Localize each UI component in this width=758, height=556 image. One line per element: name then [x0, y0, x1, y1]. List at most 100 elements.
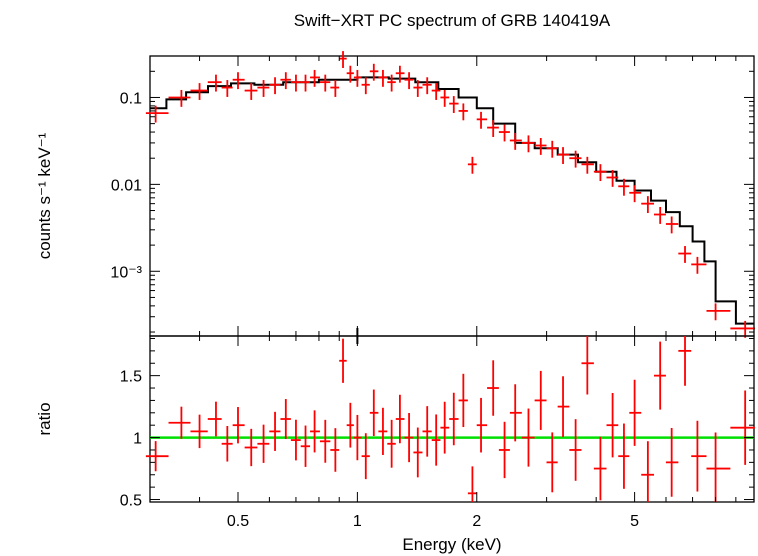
ratio-data-point: [487, 360, 499, 416]
ratio-data-point: [606, 392, 619, 458]
spectrum-panel-frame: [149, 55, 755, 337]
spectrum-data-point: [190, 83, 208, 100]
x-tick-label: 0.5: [227, 513, 249, 530]
spectrum-y-tick-label: 0.01: [111, 177, 142, 194]
spectrum-data-point: [257, 80, 270, 97]
ratio-data-point: [581, 336, 594, 395]
spectrum-data-point: [244, 83, 258, 100]
ratio-data-point: [509, 384, 522, 442]
ratio-data-point: [257, 424, 270, 463]
spectrum-data-point: [534, 138, 547, 155]
spectrum-model-line: [150, 76, 754, 325]
spectrum-data-point: [395, 65, 405, 83]
ratio-data-point: [521, 408, 535, 467]
x-tick-label: 1: [353, 513, 362, 530]
ratio-data-point: [730, 390, 755, 465]
spectrum-data-point: [678, 246, 692, 263]
ratio-data-point: [691, 420, 707, 492]
spectrum-data-point: [387, 74, 396, 92]
spectrum-data-point: [145, 105, 169, 123]
spectrum-data-point: [369, 63, 379, 81]
ratio-data-point: [244, 428, 258, 467]
ratio-data-point: [476, 397, 488, 453]
spectrum-data-point: [581, 156, 594, 174]
spectrum-data-point: [476, 111, 488, 129]
spectrum-data-point: [509, 132, 522, 150]
spectrum-data-point: [280, 72, 291, 90]
spectrum-data-point: [353, 69, 362, 87]
ratio-data-point: [232, 407, 245, 444]
ratio-data-point: [319, 419, 331, 463]
ratio-y-tick-label: 1.5: [120, 369, 142, 386]
ratio-data-point: [422, 406, 432, 457]
spectrum-data-points: [145, 51, 755, 338]
spectrum-data-point: [413, 80, 423, 97]
ratio-data-point: [618, 423, 630, 489]
spectrum-data-point: [691, 256, 707, 274]
spectrum-data-point: [168, 89, 191, 107]
x-tick-label: 2: [472, 513, 481, 530]
ratio-data-point: [168, 406, 191, 439]
spectrum-data-point: [593, 164, 607, 182]
spectrum-data-point: [618, 178, 630, 196]
ratio-data-point: [629, 379, 642, 446]
ratio-y-tick-label: 1: [133, 431, 142, 448]
spectrum-data-point: [606, 169, 619, 187]
ratio-data-point: [310, 410, 320, 453]
spectrum-data-point: [467, 156, 477, 174]
spectrum-data-point: [449, 96, 459, 113]
ratio-data-point: [467, 466, 477, 502]
spectrum-data-point: [346, 65, 354, 83]
ratio-panel-frame: [149, 335, 755, 503]
spectrum-data-point: [487, 120, 499, 137]
spectrum-data-point: [521, 135, 535, 153]
spectrum-model-step-line: [150, 76, 754, 325]
ratio-data-point: [413, 427, 423, 478]
ratio-data-point: [534, 370, 547, 430]
ratio-y-axis-label: ratio: [35, 402, 54, 435]
ratio-data-point: [440, 401, 450, 454]
spectrum-data-point: [654, 207, 666, 224]
spectrum-data-point: [422, 77, 432, 95]
ratio-data-point: [290, 419, 301, 461]
spectrum-data-point: [207, 74, 222, 92]
spectrum-data-point: [319, 74, 331, 92]
ratio-data-point: [378, 407, 388, 455]
ratio-data-point: [387, 419, 396, 468]
ratio-data-point: [665, 427, 679, 497]
spectrum-data-point: [458, 103, 468, 121]
ratio-data-point: [557, 376, 570, 437]
ratio-data-point: [330, 428, 340, 472]
spectrum-y-tick-label: 10⁻³: [110, 264, 142, 281]
spectrum-data-point: [706, 303, 731, 321]
spectrum-panel: 0.1 0.01 10⁻³ counts s⁻¹ keV⁻¹: [35, 51, 755, 338]
spectrum-data-point: [498, 124, 510, 142]
spectrum-data-point: [310, 69, 320, 87]
ratio-data-point: [569, 419, 582, 481]
spectrum-data-point: [269, 77, 281, 95]
ratio-data-point: [654, 341, 666, 410]
x-axis-label: Energy (keV): [402, 535, 501, 554]
spectrum-data-point: [300, 74, 311, 92]
ratio-data-point: [361, 433, 370, 480]
ratio-data-points: [145, 336, 755, 502]
spectrum-data-point: [665, 216, 679, 234]
spectrum-data-point: [290, 74, 301, 92]
ratio-data-point: [346, 402, 354, 448]
ratio-data-point: [706, 432, 731, 502]
ratio-data-point: [395, 394, 405, 444]
spectrum-data-point: [378, 69, 388, 87]
spectrum-data-point: [404, 72, 414, 90]
ratio-data-point: [593, 436, 607, 501]
spectrum-data-point: [440, 89, 450, 107]
ratio-data-point: [221, 426, 233, 462]
spectrum-data-point: [629, 185, 642, 203]
spectrum-data-point: [221, 80, 233, 97]
ratio-axis: 0.5 1 1.5 0.5 1 2 5: [120, 328, 755, 530]
ratio-data-point: [449, 392, 459, 446]
chart-title: Swift−XRT PC spectrum of GRB 140419A: [294, 11, 611, 30]
x-tick-label: 5: [630, 513, 639, 530]
spectrum-data-point: [557, 147, 570, 164]
spectrum-data-point: [339, 51, 347, 68]
